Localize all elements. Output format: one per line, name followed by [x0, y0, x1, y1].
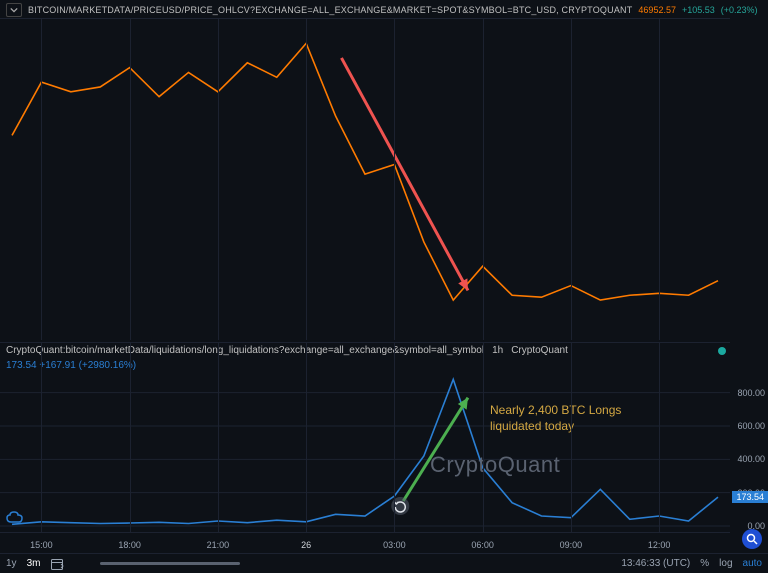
- zoom-icon: [746, 533, 758, 545]
- annotation-text: Nearly 2,400 BTC Longsliquidated today: [490, 402, 621, 434]
- liquidations-line-chart: [0, 342, 730, 532]
- cloud-icon: [5, 510, 25, 524]
- calendar-icon: [50, 557, 64, 571]
- zoom-reset-button[interactable]: [742, 529, 762, 549]
- collapse-toggle[interactable]: [6, 3, 22, 17]
- liquidations-panel[interactable]: CryptoQuant:bitcoin/marketData/liquidati…: [0, 342, 730, 532]
- watermark: CryptoQuant: [430, 452, 560, 478]
- divider: [0, 532, 730, 533]
- scale-log[interactable]: log: [719, 558, 732, 569]
- clock: 13:46:33 (UTC): [621, 558, 690, 569]
- yaxis-liquidations: 0.00200.00400.00600.00800.00173.54: [730, 342, 768, 532]
- price-line-chart: [0, 18, 730, 340]
- cloud-sync-button[interactable]: [4, 508, 26, 526]
- scale-auto[interactable]: auto: [743, 558, 762, 569]
- price-change-abs: +105.53: [682, 5, 715, 15]
- symbol-path: BITCOIN/MARKETDATA/PRICEUSD/PRICE_OHLCV?…: [28, 5, 632, 15]
- range-1y[interactable]: 1y: [6, 558, 17, 569]
- range-slider[interactable]: [100, 562, 240, 565]
- range-3m[interactable]: 3m: [27, 558, 41, 569]
- calendar-button[interactable]: [50, 557, 64, 571]
- symbol-header: BITCOIN/MARKETDATA/PRICEUSD/PRICE_OHLCV?…: [6, 3, 758, 17]
- bottom-toolbar: 1y 3m 13:46:33 (UTC) % log auto: [0, 553, 768, 573]
- chevron-down-icon: [10, 6, 18, 14]
- xaxis: 15:0018:0021:002603:0006:0009:0012:00: [0, 535, 730, 553]
- price-change-pct: (+0.23%): [721, 5, 758, 15]
- price-panel[interactable]: [0, 18, 730, 340]
- scale-percent[interactable]: %: [700, 558, 709, 569]
- last-price: 46952.57: [638, 5, 676, 15]
